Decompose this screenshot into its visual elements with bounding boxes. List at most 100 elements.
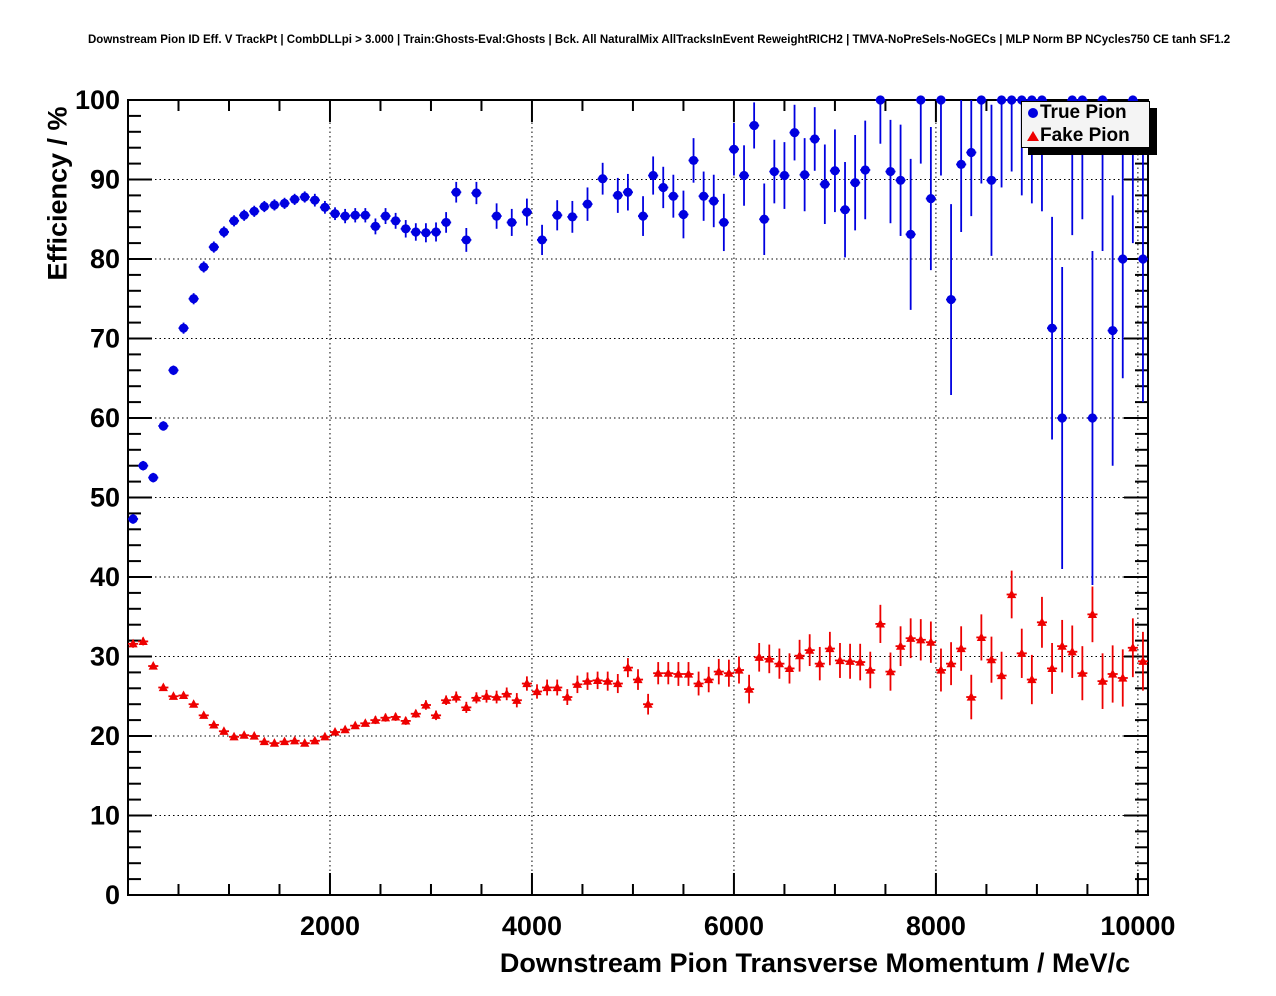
true-pion-point xyxy=(875,95,885,105)
true-pion-point xyxy=(1047,323,1057,333)
true-pion-point xyxy=(1057,413,1067,423)
true-pion-point xyxy=(209,242,219,252)
true-pion-point xyxy=(431,227,441,237)
true-pion-point xyxy=(350,210,360,220)
fake-pion-point xyxy=(835,655,845,665)
true-pion-point xyxy=(128,514,138,524)
true-pion-point xyxy=(189,294,199,304)
fake-pion-point xyxy=(421,699,431,709)
fake-pion-point xyxy=(1077,668,1087,677)
x-axis-title: Downstream Pion Transverse Momentum / Me… xyxy=(499,948,1131,978)
svg-text:70: 70 xyxy=(90,324,120,354)
svg-text:40: 40 xyxy=(90,562,120,592)
fake-pion-point xyxy=(805,645,815,654)
true-pion-point xyxy=(810,134,820,144)
fake-pion-point xyxy=(613,678,623,688)
fake-pion-point xyxy=(1097,676,1108,685)
fake-pion-point xyxy=(986,654,997,664)
fake-pion-triangle-icon xyxy=(1026,130,1040,141)
svg-text:10000: 10000 xyxy=(1100,911,1175,941)
true-pion-point xyxy=(138,461,148,471)
true-pion-point xyxy=(360,210,370,220)
legend-entry-fake-pion: Fake Pion xyxy=(1022,125,1149,147)
true-pion-point xyxy=(199,262,209,272)
fake-pion-point xyxy=(704,674,714,684)
true-pion-point xyxy=(249,206,259,216)
true-pion-point xyxy=(168,365,179,375)
fake-pion-point xyxy=(643,699,653,708)
fake-pion-point xyxy=(562,692,572,701)
svg-text:8000: 8000 xyxy=(906,911,966,941)
fake-pion-point xyxy=(926,637,936,646)
fake-pion-point xyxy=(714,666,724,676)
true-pion-point xyxy=(688,155,699,166)
true-pion-point xyxy=(492,211,502,221)
true-pion-point xyxy=(522,207,532,217)
fake-pion-point xyxy=(209,719,219,729)
fake-pion-point xyxy=(1057,641,1067,650)
fake-pion-point xyxy=(300,738,310,747)
true-pion-point xyxy=(800,170,810,180)
y-axis-labels: 0 10 20 30 40 50 60 70 80 90 100 xyxy=(75,85,120,910)
fake-pion-point xyxy=(502,688,512,698)
legend-entry-true-pion: True Pion xyxy=(1022,102,1149,124)
true-pion-point xyxy=(411,227,421,237)
fake-pion-point xyxy=(441,695,451,704)
fake-pion-point xyxy=(1037,617,1047,626)
true-pion-point xyxy=(789,127,800,138)
true-pion-point xyxy=(1087,413,1098,423)
fake-pion-point xyxy=(966,692,976,701)
true-pion-point xyxy=(648,170,658,181)
svg-text:100: 100 xyxy=(75,85,120,115)
true-pion-point xyxy=(290,194,300,204)
true-pion-point xyxy=(598,174,608,184)
fake-pion-point xyxy=(391,711,401,721)
fake-pion-point xyxy=(320,731,330,741)
fake-pion-point xyxy=(148,661,158,670)
legend-label: True Pion xyxy=(1040,102,1127,124)
fake-pion-point xyxy=(229,731,239,741)
legend-label: Fake Pion xyxy=(1040,124,1130,146)
fake-pion-point xyxy=(1017,648,1027,657)
true-pion-point xyxy=(668,191,678,201)
fake-pion-point xyxy=(734,665,744,674)
true-pion-point xyxy=(401,224,411,234)
true-pion-point xyxy=(916,95,926,105)
fake-pion-point xyxy=(290,735,300,745)
true-pion-point xyxy=(148,473,158,483)
fake-pion-point xyxy=(380,712,391,722)
fake-pion-point xyxy=(784,663,795,673)
fake-pion-point xyxy=(178,690,189,700)
fake-pion-point xyxy=(269,738,280,747)
true-pion-point xyxy=(749,120,759,131)
svg-text:80: 80 xyxy=(90,244,120,274)
true-pion-point xyxy=(638,211,648,221)
true-pion-point xyxy=(678,209,689,220)
fake-pion-point xyxy=(875,618,885,628)
true-pion-point xyxy=(320,202,330,212)
fake-pion-point xyxy=(168,691,179,700)
true-pion-point xyxy=(1108,325,1118,336)
fake-pion-point xyxy=(1047,663,1057,673)
svg-text:6000: 6000 xyxy=(704,911,764,941)
fake-pion-point xyxy=(1087,609,1098,618)
fake-pion-point xyxy=(199,710,209,719)
true-pion-point xyxy=(582,199,593,209)
true-pion-point xyxy=(158,421,168,431)
fake-pion-point xyxy=(946,658,956,668)
true-pion-point xyxy=(623,187,633,197)
true-pion-point xyxy=(658,182,668,193)
true-pion-point xyxy=(421,228,431,238)
true-pion-point xyxy=(461,235,471,245)
svg-text:30: 30 xyxy=(90,642,120,672)
fake-pion-point xyxy=(623,662,633,672)
fake-pion-point xyxy=(471,692,482,702)
fake-pion-point xyxy=(744,684,754,693)
true-pion-point xyxy=(936,95,946,105)
fake-pion-point xyxy=(996,670,1007,680)
fake-pion-point xyxy=(724,668,734,677)
fake-pion-point xyxy=(956,643,966,653)
true-pion-point xyxy=(895,175,906,185)
true-pion-point xyxy=(310,195,320,205)
